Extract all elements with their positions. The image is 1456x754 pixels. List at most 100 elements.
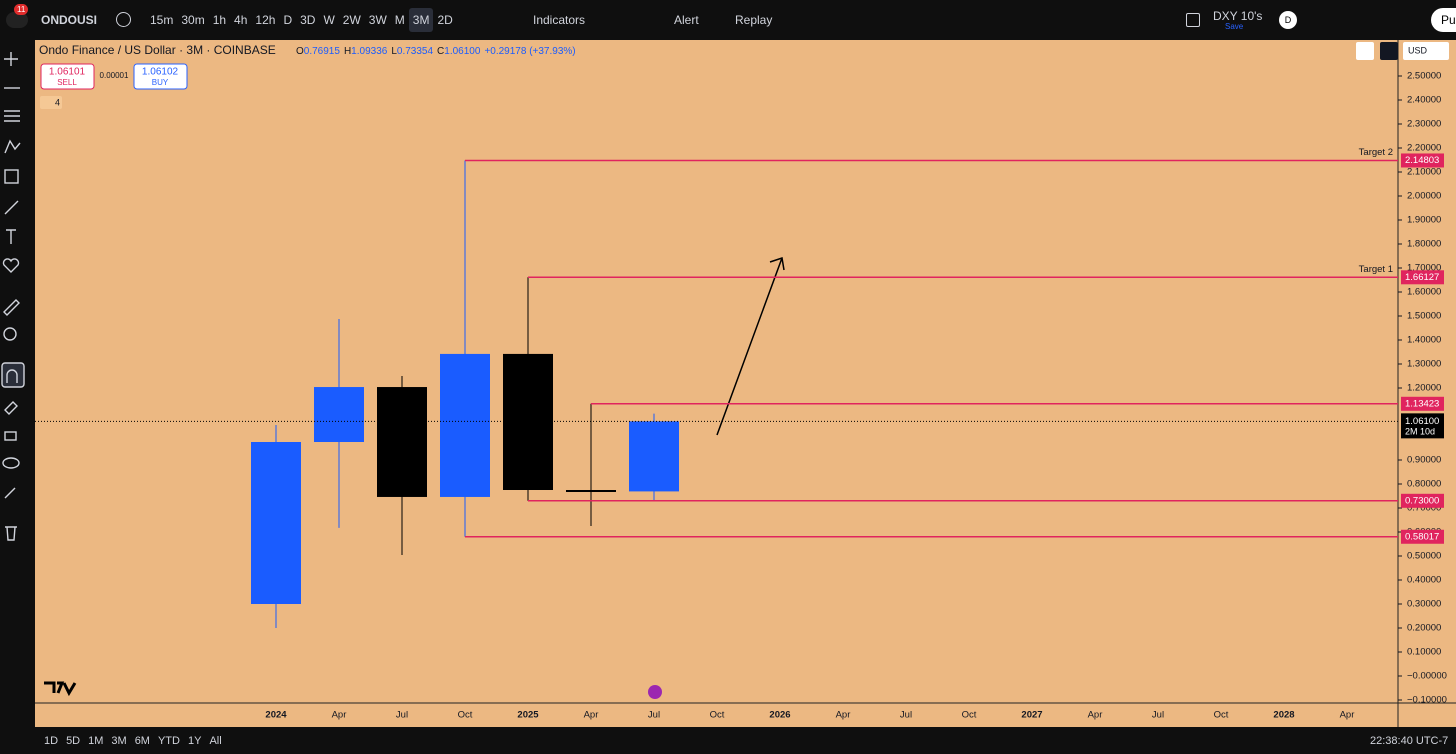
candle-body: [440, 353, 490, 497]
candle-body: [629, 421, 679, 492]
lock-tool: [4, 431, 17, 441]
y-tick-label: 1.20000: [1407, 383, 1441, 394]
interval-button[interactable]: M: [394, 13, 405, 27]
y-tick-label: 1.70000: [1407, 263, 1441, 274]
interval-button[interactable]: D: [283, 13, 293, 27]
currency: USD: [1408, 45, 1428, 55]
range-button[interactable]: 6M: [134, 735, 150, 747]
interval-button[interactable]: 30m: [181, 13, 205, 27]
range-list: 1D 5D 1M 3M 6M YTD 1Y All: [40, 735, 226, 747]
interval-button[interactable]: 15m: [150, 13, 174, 27]
level-badge: [1401, 153, 1444, 168]
clock: 22:38:40 UTC-7: [1370, 735, 1449, 747]
x-tick-label: Oct: [458, 710, 473, 721]
range-button[interactable]: 1D: [44, 735, 59, 747]
y-tick-label: 0.40000: [1407, 575, 1441, 586]
fib-tool: [4, 110, 20, 122]
trash-tool: [5, 526, 17, 541]
indicator-count: 4: [55, 97, 60, 107]
y-tick-label: 2.30000: [1407, 119, 1441, 130]
replay-button[interactable]: Replay: [735, 13, 773, 27]
x-tick-label: Apr: [836, 710, 851, 721]
level-badge: [1401, 493, 1444, 508]
interval-button[interactable]: 2D: [437, 13, 453, 27]
ohlc-change: +0.29178 (+37.93%): [484, 46, 575, 57]
interval-button[interactable]: 2W: [342, 13, 361, 27]
maximize-button[interactable]: [1380, 42, 1398, 60]
candle-body: [503, 353, 553, 490]
projection-arrow: [716, 257, 785, 436]
logo[interactable]: [6, 12, 28, 28]
sell-button[interactable]: [40, 63, 95, 90]
alert-button[interactable]: Alert: [674, 13, 699, 27]
tool-icons: [1, 52, 25, 541]
range-button[interactable]: 5D: [66, 735, 81, 747]
layout-icon[interactable]: [1186, 13, 1200, 27]
currency-box[interactable]: [1403, 42, 1449, 60]
candle-body: [566, 490, 616, 492]
candle-body: [314, 387, 364, 442]
save-label[interactable]: Save: [1225, 22, 1244, 31]
x-tick-label: 2025: [517, 710, 539, 721]
interval-button[interactable]: 3D: [300, 13, 316, 27]
projection-tool: [4, 169, 19, 184]
y-tick-label: 2.00000: [1407, 191, 1441, 202]
range-button[interactable]: YTD: [157, 735, 180, 747]
range-button[interactable]: 1Y: [187, 735, 202, 747]
buy-price: 1.06102: [142, 67, 179, 78]
level-badge: [1401, 270, 1444, 285]
scroll-button[interactable]: [1356, 42, 1374, 60]
level-badge: [1401, 529, 1444, 544]
interval-button[interactable]: 12h: [255, 13, 276, 27]
y-tick-label: 2.20000: [1407, 143, 1441, 154]
x-tick-label: Oct: [1214, 710, 1229, 721]
layout-name[interactable]: DXY 10's: [1213, 9, 1263, 23]
range-button[interactable]: All: [209, 735, 222, 747]
sell-price: 1.06101: [49, 67, 86, 78]
x-tick-label: Jul: [1152, 710, 1164, 721]
ohlc-key: O: [296, 46, 304, 57]
ohlc-value: 0.73354: [397, 46, 434, 57]
y-tick-label: 0.30000: [1407, 599, 1441, 610]
level-label: 2.14803: [1405, 155, 1439, 166]
interval-button[interactable]: 3W: [368, 13, 387, 27]
ruler-tool: [3, 299, 20, 316]
y-tick-label: 0.20000: [1407, 623, 1441, 634]
pencil-lock: [4, 401, 18, 415]
x-tick-label: Apr: [1088, 710, 1103, 721]
y-tick-label: 1.30000: [1407, 359, 1441, 370]
y-tick-label: −0.10000: [1407, 695, 1447, 706]
indicator-toggle[interactable]: [40, 96, 62, 109]
x-tick-label: Apr: [332, 710, 347, 721]
x-tick-label: 2027: [1021, 710, 1042, 721]
publish-button[interactable]: Pu: [1431, 8, 1456, 32]
magnet-icon: [6, 369, 18, 383]
time-axis: [35, 703, 1398, 727]
interval-button[interactable]: 1h: [212, 13, 227, 27]
buy-button[interactable]: [133, 63, 188, 90]
y-tick-label: −0.00000: [1407, 671, 1447, 682]
events-icon[interactable]: [648, 685, 662, 699]
x-tick-label: Oct: [710, 710, 725, 721]
ohlc-value: 0.76915: [304, 46, 341, 57]
y-tick-label: 2.50000: [1407, 71, 1441, 82]
range-button[interactable]: 3M: [111, 735, 127, 747]
x-tick-label: Jul: [396, 710, 408, 721]
chart-pane: [35, 40, 1398, 703]
interval-button[interactable]: 4h: [234, 13, 248, 27]
interval-button[interactable]: 3M: [408, 8, 434, 32]
level-label: 0.58017: [1405, 531, 1439, 542]
interval-button[interactable]: W: [323, 13, 335, 27]
y-tick-label: 0.70000: [1407, 503, 1441, 514]
avatar[interactable]: D: [1279, 11, 1297, 29]
indicators-button[interactable]: Indicators: [533, 13, 586, 27]
add-symbol[interactable]: [116, 12, 131, 27]
level-name: Target 2: [1359, 147, 1393, 158]
x-tick-label: Jul: [648, 710, 660, 721]
x-tick-label: 2024: [265, 710, 287, 721]
y-tick-label: 1.60000: [1407, 287, 1441, 298]
range-button[interactable]: 1M: [88, 735, 104, 747]
zoom-tool: [3, 327, 17, 341]
symbol[interactable]: ONDOUSI: [41, 13, 98, 27]
level-name: Target 1: [1359, 264, 1393, 275]
